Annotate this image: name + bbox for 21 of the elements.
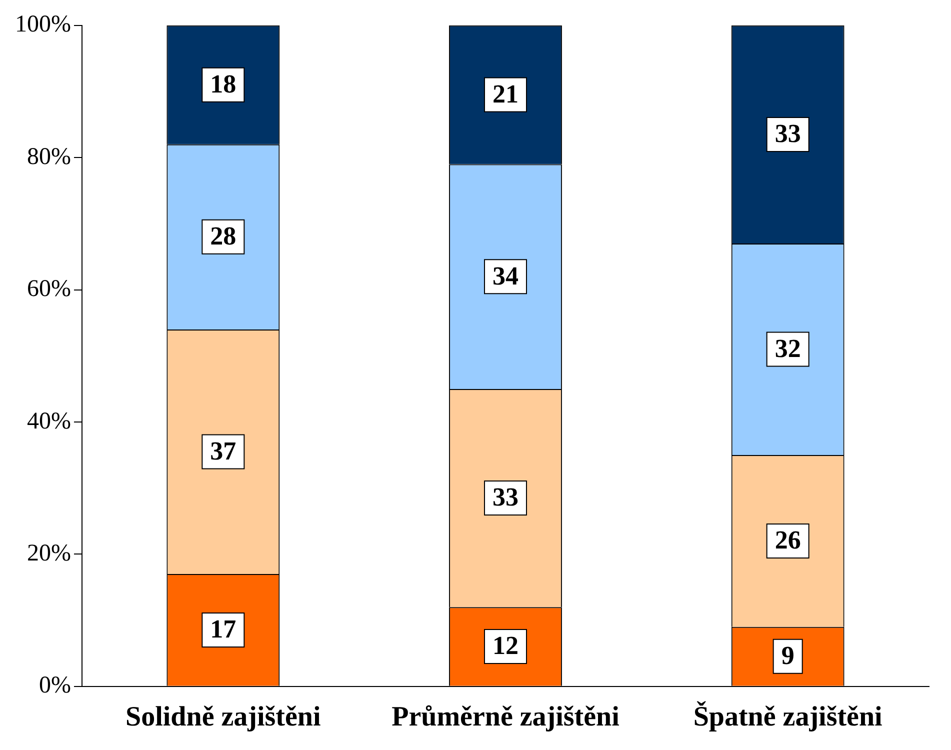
y-tick-label: 80% [26,144,71,170]
data-label: 28 [210,222,236,251]
data-label: 32 [774,334,801,364]
data-label: 33 [774,119,801,148]
data-label: 9 [781,641,794,670]
data-label: 17 [210,614,236,644]
data-label: 21 [492,80,518,109]
y-tick-label: 0% [38,672,71,699]
y-tick-label: 60% [26,276,71,302]
data-label: 34 [492,261,518,290]
data-label: 33 [492,482,518,512]
y-tick-label: 100% [14,12,71,38]
data-label: 26 [774,526,801,555]
data-label: 12 [492,631,518,660]
x-tick-label: Špatně zajištěni [693,700,883,732]
y-tick-label: 40% [26,408,71,434]
data-label: 37 [210,436,236,466]
y-tick-label: 20% [26,540,71,566]
x-tick-label: Průměrně zajištěni [392,701,620,732]
x-tick-label: Solidně zajištěni [126,701,321,732]
data-label: 18 [210,70,236,99]
